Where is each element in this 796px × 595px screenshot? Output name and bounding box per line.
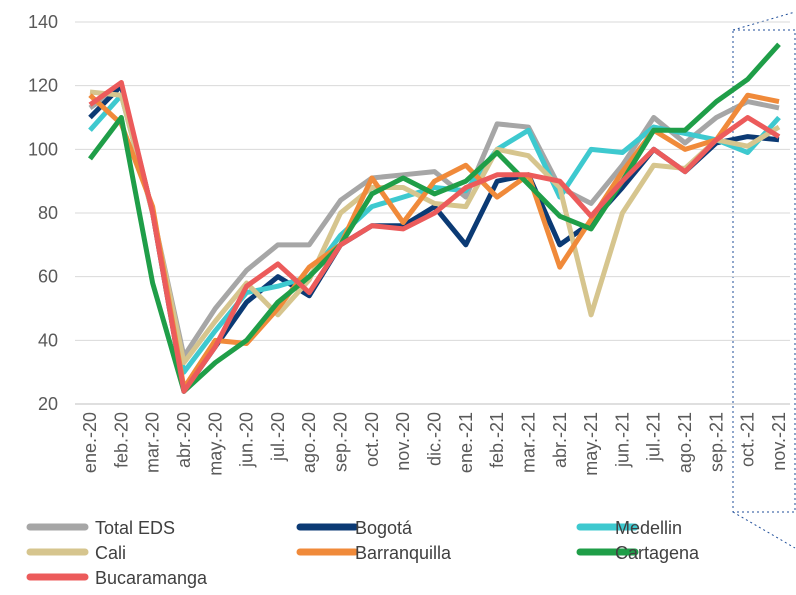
x-tick-label: nov.-21 bbox=[769, 412, 789, 471]
x-tick-label: ago.-20 bbox=[299, 412, 319, 473]
series-line bbox=[88, 42, 781, 394]
y-tick-label: 40 bbox=[38, 330, 58, 350]
y-tick-label: 60 bbox=[38, 267, 58, 287]
x-tick-label: may.-21 bbox=[581, 412, 601, 476]
callout-line bbox=[732, 11, 796, 31]
legend-label: Bogotá bbox=[355, 518, 413, 538]
legend-label: Cali bbox=[95, 543, 126, 563]
x-tick-label: ene.-21 bbox=[456, 412, 476, 473]
x-tick-label: mar.-20 bbox=[143, 412, 163, 473]
x-tick-label: nov.-20 bbox=[393, 412, 413, 471]
legend-label: Barranquilla bbox=[355, 543, 452, 563]
series-line bbox=[89, 89, 781, 366]
legend-label: Cartagena bbox=[615, 543, 700, 563]
highlight-box bbox=[732, 29, 796, 513]
x-tick-label: sep.-20 bbox=[331, 412, 351, 472]
series-line bbox=[88, 79, 781, 394]
x-tick-label: oct.-21 bbox=[738, 412, 758, 467]
y-tick-label: 100 bbox=[28, 139, 58, 159]
x-tick-label: mar.-21 bbox=[518, 412, 538, 473]
series-line bbox=[88, 92, 780, 391]
x-tick-label: feb.-21 bbox=[487, 412, 507, 468]
x-tick-label: sep.-21 bbox=[706, 412, 726, 472]
series-line bbox=[88, 83, 780, 359]
y-tick-label: 120 bbox=[28, 76, 58, 96]
x-tick-label: jul.-20 bbox=[268, 412, 288, 462]
x-tick-label: jul.-21 bbox=[644, 412, 664, 462]
y-tick-label: 140 bbox=[28, 12, 58, 32]
x-tick-label: may.-20 bbox=[205, 412, 225, 476]
callout-line bbox=[732, 511, 796, 549]
x-tick-label: oct.-20 bbox=[362, 412, 382, 467]
x-tick-label: jun.-20 bbox=[237, 412, 257, 468]
x-tick-label: dic.-20 bbox=[425, 412, 445, 466]
x-tick-label: abr.-21 bbox=[550, 412, 570, 468]
legend-label: Medellin bbox=[615, 518, 682, 538]
x-tick-label: ene.-20 bbox=[80, 412, 100, 473]
y-tick-label: 80 bbox=[38, 203, 58, 223]
x-tick-label: ago.-21 bbox=[675, 412, 695, 473]
legend-label: Bucaramanga bbox=[95, 568, 208, 588]
x-tick-label: jun.-21 bbox=[612, 412, 632, 468]
x-tick-label: feb.-20 bbox=[111, 412, 131, 468]
y-tick-label: 20 bbox=[38, 394, 58, 414]
legend-label: Total EDS bbox=[95, 518, 175, 538]
x-tick-label: abr.-20 bbox=[174, 412, 194, 468]
